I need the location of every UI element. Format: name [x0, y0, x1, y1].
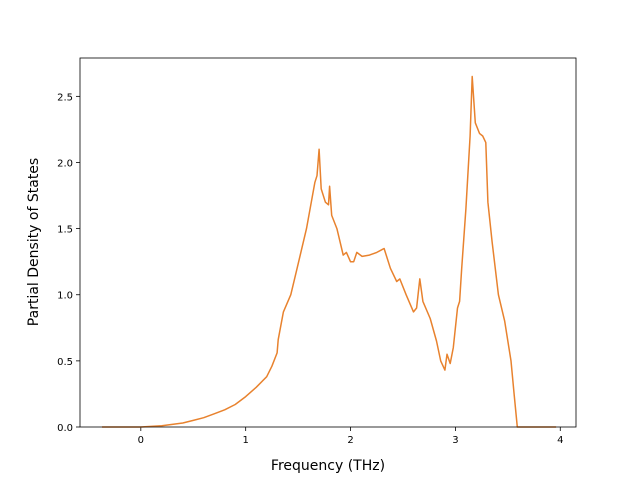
plot-frame: [79, 57, 577, 428]
y-tick-label: 0.0: [57, 423, 73, 434]
x-tick-label: 1: [242, 435, 248, 446]
x-tick-label: 0: [138, 435, 144, 446]
y-tick-label: 2.0: [57, 158, 73, 169]
data-line: [102, 75, 557, 428]
x-tick-label: 2: [347, 435, 353, 446]
x-tick-label: 3: [452, 435, 458, 446]
y-tick-label: 0.5: [57, 357, 73, 368]
y-tick-label: 1.0: [57, 291, 73, 302]
x-axis-label: Frequency (THz): [271, 458, 385, 474]
y-axis-label: Partial Density of States: [26, 158, 42, 326]
x-tick-label: 4: [557, 435, 563, 446]
y-tick-label: 1.5: [57, 225, 73, 236]
y-tick-label: 2.5: [57, 92, 73, 103]
